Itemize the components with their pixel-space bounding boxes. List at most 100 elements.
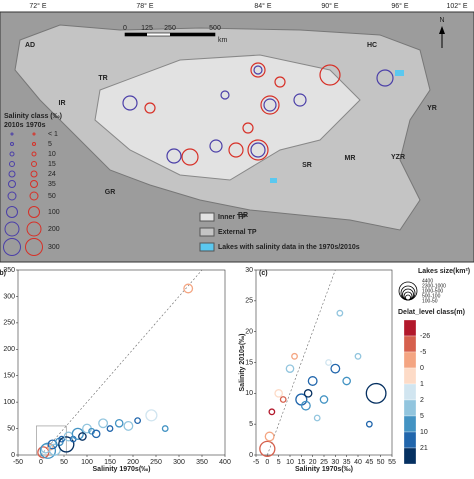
scale-bar bbox=[170, 33, 215, 36]
legend-symbol bbox=[31, 151, 37, 157]
legend-symbol bbox=[32, 132, 36, 136]
legend-symbol bbox=[8, 170, 16, 178]
legend-symbol bbox=[405, 294, 411, 301]
colorbar-cell bbox=[403, 399, 417, 417]
legend-symbol bbox=[8, 180, 16, 188]
legend-symbol bbox=[10, 132, 14, 136]
scale-label: 500 bbox=[209, 25, 221, 32]
scale-bar bbox=[125, 33, 147, 36]
legend-title: Lakes size(km²) bbox=[418, 268, 470, 275]
x-tick-label: 200 bbox=[127, 459, 139, 466]
x-tick-label: 35 bbox=[343, 459, 351, 466]
region-label: GR bbox=[105, 189, 116, 196]
scatter-point bbox=[134, 417, 142, 425]
y-tick-label: 10 bbox=[245, 390, 253, 397]
legend-symbol bbox=[28, 206, 40, 218]
legend-swatch bbox=[199, 212, 215, 222]
colorbar-label: 1 bbox=[420, 381, 424, 388]
legend-label: 100 bbox=[48, 209, 60, 216]
x-tick-label: 45 bbox=[365, 459, 373, 466]
legend-header: 1970s bbox=[26, 122, 46, 129]
x-tick-label: 300 bbox=[173, 459, 185, 466]
x-tick-label: 55 bbox=[388, 459, 396, 466]
x-tick-label: 350 bbox=[196, 459, 208, 466]
longitude-label: 72° E bbox=[29, 2, 47, 10]
legend-label: 300 bbox=[48, 244, 60, 251]
x-tick-label: 15 bbox=[297, 459, 305, 466]
x-tick-label: 10 bbox=[286, 459, 294, 466]
x-tick-label: 100 bbox=[81, 459, 93, 466]
legend-label: Inner TP bbox=[218, 214, 246, 221]
scatter-point bbox=[98, 418, 109, 429]
scatter-point bbox=[145, 409, 158, 422]
colorbar-label: 2 bbox=[420, 397, 424, 404]
north-label: N bbox=[439, 17, 444, 24]
scale-label: 0 bbox=[123, 25, 127, 32]
scale-unit: km bbox=[218, 37, 228, 44]
y-axis-title: Salinity 2010s(‰) bbox=[239, 334, 246, 392]
scatter-point bbox=[319, 395, 329, 404]
colorbar-label: 0 bbox=[420, 365, 424, 372]
x-tick-label: -5 bbox=[253, 459, 259, 466]
scatter-point bbox=[114, 418, 124, 428]
legend-symbol bbox=[4, 221, 20, 237]
x-tick-label: 5 bbox=[277, 459, 281, 466]
x-tick-label: 400 bbox=[219, 459, 231, 466]
plot-frame bbox=[255, 269, 393, 456]
scatter-point bbox=[264, 431, 275, 442]
y-tick-label: 5 bbox=[249, 421, 253, 428]
scatter-point bbox=[268, 408, 276, 416]
scatter-point bbox=[183, 283, 194, 294]
longitude-label: 90° E bbox=[321, 2, 339, 10]
legend-label: External TP bbox=[218, 229, 257, 236]
scatter-point bbox=[307, 376, 318, 386]
colorbar-cell bbox=[403, 415, 417, 433]
north-arrow bbox=[439, 26, 445, 34]
scatter-point bbox=[336, 309, 344, 317]
longitude-label: 84° E bbox=[254, 2, 272, 10]
scatter-point bbox=[279, 396, 287, 403]
y-tick-label: 0 bbox=[11, 452, 15, 459]
colorbar-cell bbox=[403, 383, 417, 401]
region-label: MR bbox=[345, 155, 356, 162]
legend-symbol bbox=[7, 191, 17, 201]
scatter-point bbox=[313, 414, 321, 422]
inner-tp bbox=[94, 54, 361, 181]
x-tick-label: 20 bbox=[309, 459, 317, 466]
colorbar-label: 10 bbox=[420, 429, 428, 436]
region-label: IR bbox=[59, 100, 66, 107]
y-tick-label: 25 bbox=[245, 298, 253, 305]
scatter-point bbox=[285, 364, 295, 373]
legend-symbol bbox=[29, 191, 39, 201]
lake-area bbox=[395, 70, 404, 76]
y-tick-label: 50 bbox=[7, 425, 15, 432]
scatter-point bbox=[58, 436, 75, 453]
legend-symbol bbox=[3, 238, 21, 256]
legend-title: Salinity class (‰) bbox=[4, 113, 62, 120]
x-tick-label: 50 bbox=[60, 459, 68, 466]
legend-symbol bbox=[9, 151, 15, 157]
legend-label: 500-100 bbox=[422, 293, 441, 299]
legend-label: 5 bbox=[48, 141, 52, 148]
longitude-label: 102° E bbox=[446, 2, 467, 10]
colorbar-cell bbox=[403, 367, 417, 385]
legend-symbol bbox=[9, 161, 15, 167]
panel-label: (c) bbox=[259, 270, 268, 277]
lakes bbox=[122, 62, 394, 166]
x-tick-label: 40 bbox=[354, 459, 362, 466]
region-label: SR bbox=[302, 162, 312, 169]
region-label: AD bbox=[25, 42, 35, 49]
scatter-point bbox=[123, 420, 134, 431]
colorbar-label: 21 bbox=[420, 445, 428, 452]
y-tick-label: 250 bbox=[3, 320, 15, 327]
x-tick-label: 0 bbox=[265, 459, 269, 466]
plot-frame bbox=[17, 269, 226, 456]
legend-label: 50 bbox=[48, 193, 56, 200]
region-label: HC bbox=[367, 42, 377, 49]
scatter-point bbox=[365, 420, 373, 428]
x-tick-label: 30 bbox=[331, 459, 339, 466]
colorbar-label: -5 bbox=[420, 349, 426, 356]
legend-symbol bbox=[30, 180, 38, 188]
legend-label: Lakes with salinity data in the 1970s/20… bbox=[218, 244, 360, 251]
